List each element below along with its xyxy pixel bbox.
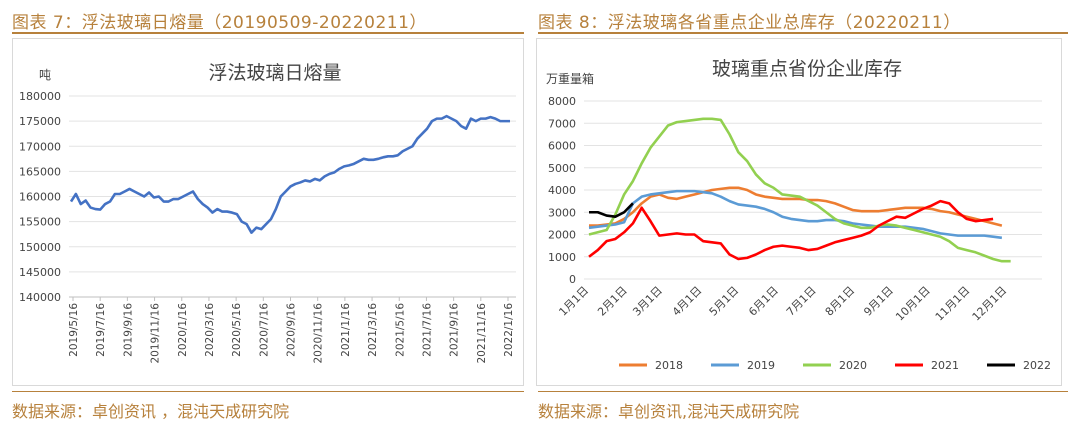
legend-label-2018: 2018 bbox=[655, 359, 683, 372]
legend-label-2022: 2022 bbox=[1023, 359, 1051, 372]
x-tick-label: 2021/11/16 bbox=[476, 303, 488, 364]
chart-title: 浮法玻璃日熔量 bbox=[208, 62, 341, 84]
y-tick-label: 145000 bbox=[19, 266, 61, 279]
x-tick-label: 2021/7/16 bbox=[421, 303, 433, 357]
y-tick-label: 165000 bbox=[19, 165, 61, 178]
x-tick-label: 2019/5/16 bbox=[68, 303, 80, 357]
y-tick-label: 7000 bbox=[548, 117, 576, 130]
x-tick-label: 4月1日 bbox=[670, 284, 705, 319]
y-tick-label: 180000 bbox=[19, 90, 61, 103]
x-tick-label: 2021/3/16 bbox=[367, 303, 379, 357]
y-tick-label: 140000 bbox=[19, 291, 61, 304]
right-source-rule bbox=[538, 391, 1068, 392]
y-tick-label: 5000 bbox=[548, 162, 576, 175]
right-source-text: 数据来源：卓创资讯,混沌天成研究院 bbox=[538, 402, 800, 421]
legend-label-2019: 2019 bbox=[747, 359, 775, 372]
right-title-rule bbox=[538, 32, 1068, 34]
y-tick-label: 2000 bbox=[548, 229, 576, 242]
y-tick-label: 1000 bbox=[548, 251, 576, 264]
chart-title: 玻璃重点省份企业库存 bbox=[712, 58, 902, 80]
x-tick-label: 6月1日 bbox=[746, 284, 781, 319]
y-tick-label: 0 bbox=[569, 273, 576, 286]
left-title-rule bbox=[12, 32, 524, 34]
x-tick-label: 12月1日 bbox=[970, 284, 1010, 324]
x-tick-label: 1月1日 bbox=[556, 284, 591, 319]
x-tick-label: 11月1日 bbox=[933, 284, 973, 324]
y-tick-label: 170000 bbox=[19, 140, 61, 153]
x-tick-label: 2020/3/16 bbox=[204, 303, 216, 357]
y-tick-label: 8000 bbox=[548, 95, 576, 108]
series-line-daily-melt bbox=[69, 114, 510, 234]
x-tick-label: 2019/9/16 bbox=[122, 303, 134, 357]
x-tick-label: 7月1日 bbox=[784, 284, 819, 319]
x-tick-label: 2020/5/16 bbox=[231, 303, 243, 357]
x-tick-label: 2020/1/16 bbox=[177, 303, 189, 357]
x-tick-label: 5月1日 bbox=[707, 284, 742, 319]
y-tick-label: 155000 bbox=[19, 216, 61, 229]
x-tick-label: 2019/11/16 bbox=[150, 303, 162, 364]
left-source-text: 数据来源：卓创资讯 ，混沌天成研究院 bbox=[12, 402, 290, 421]
x-tick-label: 2020/7/16 bbox=[258, 303, 270, 357]
right-chart-panel: 玻璃重点省份企业库存万重量箱 8000 7000 6000 5000 4000 3000 20… bbox=[536, 38, 1062, 386]
series-line-2021 bbox=[588, 199, 994, 261]
left-source-rule bbox=[12, 391, 524, 392]
left-chart-svg: 浮法玻璃日熔量 吨 180000 175000 170000 165000 160000 15… bbox=[19, 62, 516, 364]
x-tick-label: 8月1日 bbox=[823, 284, 858, 319]
x-tick-label: 2022/1/16 bbox=[503, 303, 515, 357]
series-line-2022 bbox=[589, 202, 634, 218]
x-tick-label: 2020/9/16 bbox=[286, 303, 298, 357]
y-tick-label: 175000 bbox=[19, 115, 61, 128]
left-chart-panel: 浮法玻璃日熔量 吨 180000 175000 170000 165000 160000 15… bbox=[12, 38, 524, 386]
x-tick-label: 2019/7/16 bbox=[95, 303, 107, 357]
series-line-2019 bbox=[588, 189, 1003, 240]
y-tick-label: 150000 bbox=[19, 241, 61, 254]
series-line-2020 bbox=[588, 117, 1011, 263]
y-axis-label: 吨 bbox=[39, 68, 51, 82]
x-tick-label: 10月1日 bbox=[893, 284, 933, 324]
x-tick-label: 9月1日 bbox=[861, 284, 896, 319]
x-tick-label: 2月1日 bbox=[595, 284, 630, 319]
x-tick-label: 2021/1/16 bbox=[340, 303, 352, 357]
x-tick-label: 3月1日 bbox=[630, 284, 665, 319]
y-tick-label: 6000 bbox=[548, 140, 576, 153]
y-axis-label: 万重量箱 bbox=[546, 71, 594, 86]
legend-label-2021: 2021 bbox=[931, 359, 959, 372]
x-tick-label: 2021/5/16 bbox=[394, 303, 406, 357]
x-tick-label: 2021/9/16 bbox=[449, 303, 461, 357]
left-figure-title: 图表 7：浮法玻璃日熔量（20190509-20220211） bbox=[12, 13, 427, 33]
right-figure-title: 图表 8：浮法玻璃各省重点企业总库存（20220211） bbox=[538, 13, 961, 33]
x-tick-label: 2020/11/16 bbox=[313, 303, 325, 364]
legend-label-2020: 2020 bbox=[839, 359, 867, 372]
y-tick-label: 3000 bbox=[548, 206, 576, 219]
y-tick-label: 4000 bbox=[548, 184, 576, 197]
y-tick-label: 160000 bbox=[19, 191, 61, 204]
